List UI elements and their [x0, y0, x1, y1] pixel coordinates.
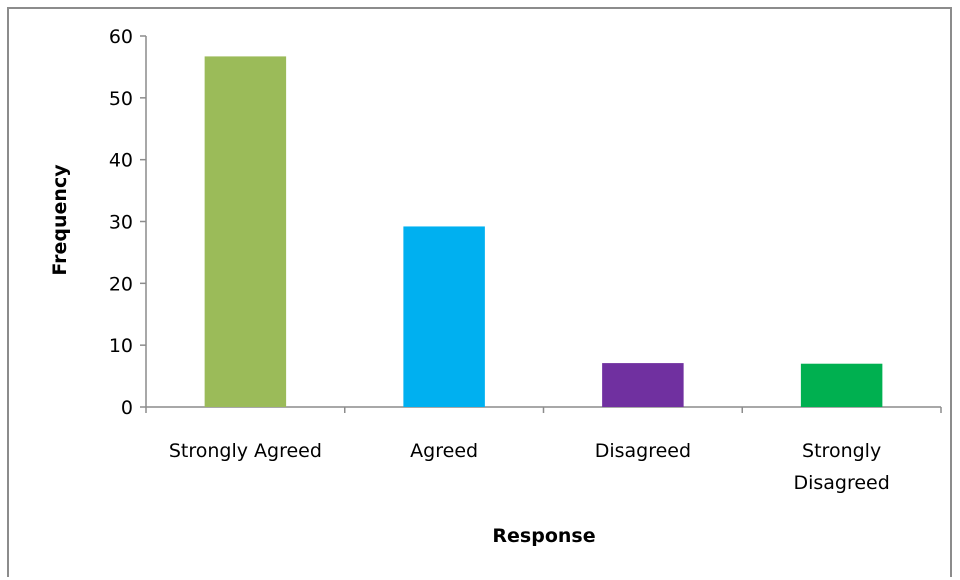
y-tick-label: 40 — [109, 150, 133, 172]
y-axis-title: Frequency — [49, 164, 71, 276]
y-tick-label: 20 — [109, 273, 133, 295]
x-axis — [145, 406, 942, 413]
bars — [204, 56, 883, 407]
x-axis-title: Response — [492, 525, 595, 547]
y-tick-label: 10 — [109, 335, 133, 357]
y-tick-label: 0 — [121, 397, 133, 419]
bar — [204, 56, 287, 407]
x-tick-label: Disagreed — [595, 440, 691, 462]
y-tick-label: 30 — [109, 212, 133, 234]
y-tick-label: 60 — [109, 26, 133, 48]
x-tick-label: Strongly Disagreed — [793, 440, 889, 494]
x-tick-labels: Strongly Agreed Agreed Disagreed Strongly Di… — [169, 440, 890, 494]
bar — [403, 226, 485, 407]
x-tick-label: Strongly Agreed — [169, 440, 322, 462]
y-axis: 0 10 20 30 40 50 60 — [109, 26, 147, 419]
x-tick-label: Agreed — [410, 440, 478, 462]
bar — [602, 363, 684, 407]
bar — [800, 363, 883, 407]
y-tick-label: 50 — [109, 88, 133, 110]
